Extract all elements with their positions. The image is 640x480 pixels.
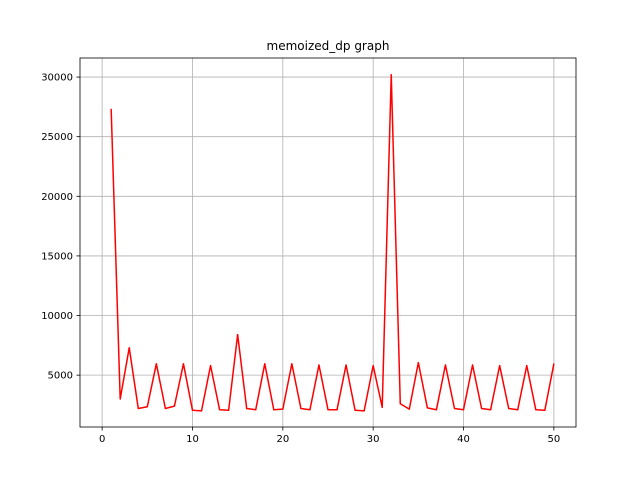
- data-point: [435, 409, 438, 411]
- x-tick-label: 50: [547, 434, 560, 445]
- data-point: [508, 407, 510, 410]
- data-point: [390, 74, 392, 76]
- data-point: [363, 410, 365, 412]
- chart-title: memoized_dp graph: [267, 39, 390, 53]
- x-tick-label: 30: [367, 434, 380, 445]
- data-point: [444, 364, 447, 366]
- grid-lines: [80, 58, 576, 427]
- data-point: [526, 364, 528, 367]
- data-point: [426, 407, 428, 409]
- y-axis-ticks: 5000 10000 15000 20000 25000 30000: [41, 73, 80, 382]
- data-point: [490, 409, 492, 411]
- y-tick-label: 20000: [41, 192, 73, 203]
- x-tick-label: 0: [99, 434, 105, 445]
- data-point: [119, 398, 121, 400]
- data-point: [246, 407, 248, 410]
- data-point: [182, 363, 185, 365]
- data-point: [155, 363, 157, 365]
- data-point: [309, 409, 311, 411]
- y-tick-label: 15000: [41, 251, 73, 262]
- x-tick-label: 40: [457, 434, 470, 445]
- data-point: [336, 409, 338, 411]
- data-point: [345, 364, 347, 366]
- data-point: [110, 108, 112, 110]
- data-point: [137, 407, 139, 410]
- data-point: [327, 409, 329, 411]
- x-axis-ticks: 0 10 20 30 40 50: [99, 427, 560, 445]
- data-point: [255, 409, 257, 411]
- x-tick-label: 20: [276, 434, 289, 445]
- data-point: [544, 409, 546, 411]
- data-point: [480, 407, 483, 410]
- data-point: [535, 409, 537, 411]
- data-point: [164, 407, 166, 410]
- data-point: [499, 364, 501, 367]
- data-point: [318, 364, 320, 366]
- data-point: [354, 409, 356, 411]
- data-point: [218, 409, 221, 411]
- data-point: [128, 347, 130, 349]
- data-point: [209, 364, 212, 367]
- series-line-0: [110, 73, 555, 412]
- data-point: [553, 363, 555, 365]
- y-tick-label: 10000: [41, 311, 73, 322]
- data-point: [471, 364, 474, 366]
- data-point: [517, 409, 519, 411]
- data-point: [146, 406, 148, 408]
- data-point: [200, 410, 203, 412]
- y-tick-label: 5000: [48, 371, 73, 382]
- data-point: [291, 363, 293, 365]
- data-point: [264, 363, 266, 365]
- data-point: [417, 362, 419, 364]
- data-point: [282, 408, 284, 410]
- data-point: [191, 409, 194, 411]
- series-line-layer: [110, 73, 555, 412]
- data-point: [300, 407, 302, 410]
- data-point: [273, 409, 275, 411]
- x-tick-label: 10: [186, 434, 199, 445]
- data-point: [462, 409, 465, 411]
- data-point: [173, 405, 176, 407]
- data-point: [408, 408, 410, 410]
- data-point: [372, 364, 374, 367]
- y-tick-label: 30000: [41, 73, 73, 84]
- data-point: [453, 407, 456, 410]
- data-point: [228, 409, 230, 411]
- data-point: [381, 406, 383, 408]
- y-tick-label: 25000: [41, 132, 73, 143]
- data-point: [399, 403, 401, 405]
- axes: [79, 57, 577, 428]
- plot-frame: [79, 57, 577, 428]
- data-point: [237, 334, 239, 336]
